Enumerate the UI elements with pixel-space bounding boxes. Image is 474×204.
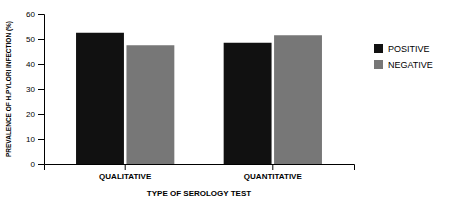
tick: 60: [26, 10, 44, 19]
tick: 20: [26, 110, 44, 119]
tick: 10: [26, 135, 44, 144]
tick-mark: [38, 39, 44, 40]
bar: [126, 45, 174, 164]
bar: [274, 35, 322, 164]
tick: 0: [31, 160, 44, 169]
legend-label: POSITIVE: [388, 44, 430, 54]
tick-mark: [38, 14, 44, 15]
tick-label: QUALITATIVE: [99, 172, 152, 181]
legend-item: POSITIVE: [374, 44, 430, 54]
series: [76, 33, 272, 164]
legend-swatch: [374, 44, 383, 53]
chart: 0 10 20 30 40 50 60 QUALITATIVE QUANTITATIVE TYPE…: [0, 0, 474, 204]
tick-label: 30: [26, 85, 35, 94]
tick: QUALITATIVE: [99, 164, 152, 181]
tick-label: QUANTITATIVE: [244, 172, 303, 181]
legend-label: NEGATIVE: [388, 60, 433, 70]
bars: [76, 33, 322, 164]
axis-line: [38, 15, 45, 165]
plot: 0 10 20 30 40 50 60 QUALITATIVE QUANTITATIVE: [26, 10, 354, 181]
bar: [76, 33, 124, 164]
legend-swatch: [374, 60, 383, 69]
tick-mark: [38, 164, 44, 165]
tick-mark: [38, 89, 44, 90]
tick: QUANTITATIVE: [244, 164, 303, 181]
tick: 30: [26, 85, 44, 94]
tick-label: 40: [26, 60, 35, 69]
bar: [224, 43, 272, 164]
tick-label: 60: [26, 10, 35, 19]
tick-mark: [38, 114, 44, 115]
y-axis: 0 10 20 30 40 50 60: [26, 10, 44, 169]
tick-mark: [272, 164, 273, 170]
tick-label: 20: [26, 110, 35, 119]
tick-mark: [38, 64, 44, 65]
x-axis-title: TYPE OF SEROLOGY TEST: [147, 189, 251, 198]
tick-label: 50: [26, 35, 35, 44]
y-axis-title: PREVALENCE OF H.PYLORI INFECTION (%): [5, 21, 13, 157]
x-axis: QUALITATIVE QUANTITATIVE: [45, 164, 355, 181]
tick-label: 10: [26, 135, 35, 144]
series: [126, 35, 322, 164]
tick: 40: [26, 60, 44, 69]
legend: POSITIVE NEGATIVE: [374, 44, 433, 70]
axis-line: [45, 165, 355, 171]
legend-item: NEGATIVE: [374, 60, 433, 70]
tick-mark: [38, 139, 44, 140]
tick-mark: [125, 164, 126, 170]
tick-label: 0: [31, 160, 36, 169]
tick: 50: [26, 35, 44, 44]
